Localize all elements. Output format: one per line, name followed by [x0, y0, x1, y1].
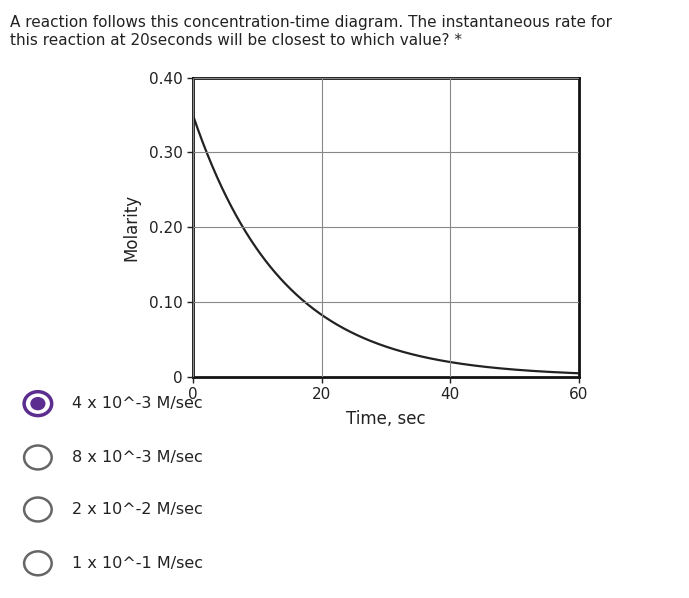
Text: 2 x 10^-2 M/sec: 2 x 10^-2 M/sec	[72, 502, 203, 517]
Y-axis label: Molarity: Molarity	[122, 194, 141, 261]
Text: 8 x 10^-3 M/sec: 8 x 10^-3 M/sec	[72, 450, 203, 465]
Text: this reaction at 20seconds will be closest to which value? *: this reaction at 20seconds will be close…	[10, 33, 462, 48]
Text: A reaction follows this concentration-time diagram. The instantaneous rate for: A reaction follows this concentration-ti…	[10, 15, 613, 30]
Text: 1 x 10^-1 M/sec: 1 x 10^-1 M/sec	[72, 556, 203, 571]
Text: 4 x 10^-3 M/sec: 4 x 10^-3 M/sec	[72, 396, 203, 411]
X-axis label: Time, sec: Time, sec	[346, 410, 426, 429]
